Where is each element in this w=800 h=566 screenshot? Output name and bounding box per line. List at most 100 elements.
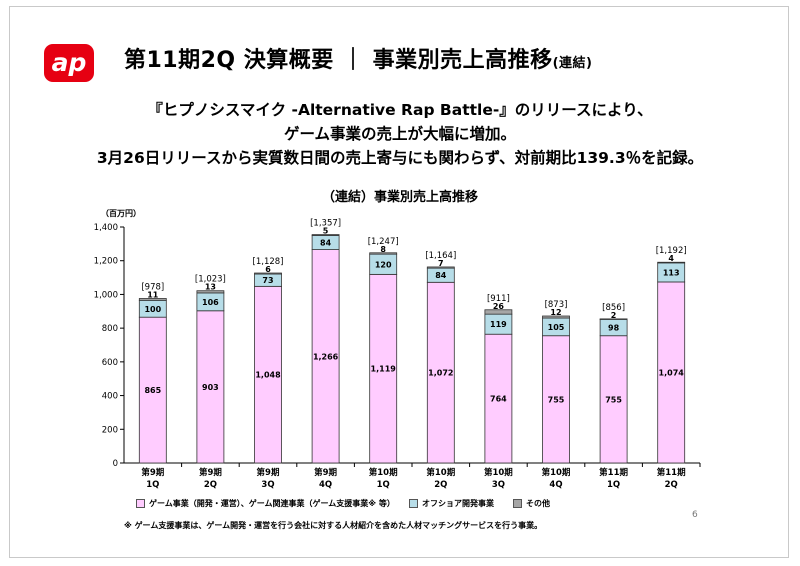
data-label: 4 (668, 254, 674, 263)
x-tick-label: 2Q (204, 480, 217, 490)
total-label: [1,023] (195, 275, 226, 285)
x-tick-label: 第10期 (426, 467, 455, 478)
y-tick-label: 400 (102, 392, 118, 402)
bar-segment (484, 333, 513, 464)
y-tick-label: 600 (102, 358, 118, 368)
bar-segment (599, 335, 628, 464)
data-label: 106 (202, 298, 219, 307)
chart-unit-label: （百万円） (101, 209, 141, 218)
data-label: 120 (375, 260, 392, 269)
x-tick-label: 第11期 (599, 467, 628, 478)
x-tick-label: 4Q (549, 480, 562, 490)
y-tick-label: 1,400 (94, 223, 118, 233)
data-label: 11 (147, 290, 159, 299)
description-line: ゲーム事業の売上が大幅に増加。 (283, 125, 517, 143)
x-tick-label: 第10期 (369, 467, 398, 478)
data-label: 5 (323, 227, 329, 236)
legend-label-game: ゲーム事業（開発・運営）、ゲーム関連事業（ゲーム支援事業※ 等） (149, 499, 395, 508)
y-tick-label: 1,200 (94, 257, 118, 267)
total-label: [1,128] (253, 257, 284, 267)
page-title-main: 第11期2Q 決算概要 ｜ 事業別売上高推移 (124, 48, 553, 73)
data-label: 764 (490, 395, 507, 404)
bar-segment (196, 310, 225, 464)
x-tick-label: 3Q (492, 480, 505, 490)
x-tick-label: 第10期 (484, 467, 513, 478)
x-tick-label: 第10期 (542, 467, 571, 478)
legend-swatch-game (136, 499, 145, 508)
legend-swatch-other (513, 499, 522, 508)
data-label: 84 (435, 271, 447, 280)
data-label: 865 (144, 386, 161, 395)
x-tick-label: 1Q (607, 480, 620, 490)
data-label: 755 (548, 395, 565, 404)
description: 『ヒプノシスマイク -Alternative Rap Battle-』のリリース… (0, 98, 800, 170)
data-label: 113 (663, 268, 680, 277)
legend-item-offshore: オフショア開発事業 (409, 498, 494, 509)
data-label: 12 (550, 308, 561, 317)
description-line: 3月26日リリースから実質数日間の売上寄与にも関わらず、対前期比139.3％を記… (96, 149, 704, 167)
total-label: [1,357] (310, 219, 341, 229)
data-label: 1,119 (371, 365, 397, 374)
data-label: 2 (611, 311, 617, 320)
x-tick-label: 第9期 (257, 467, 280, 478)
x-tick-label: 2Q (665, 480, 678, 490)
bar-segment (426, 266, 455, 269)
bar-segment (542, 315, 570, 319)
bar-segment (254, 272, 282, 275)
total-label: [1,247] (368, 237, 399, 247)
data-label: 105 (548, 323, 565, 332)
data-label: 73 (262, 276, 273, 285)
legend-item-other: その他 (513, 498, 550, 509)
bar-segment (138, 316, 167, 464)
legend-swatch-offshore (409, 499, 418, 508)
bar-segment (369, 252, 398, 255)
data-label: 98 (608, 323, 620, 332)
data-label: 755 (605, 395, 622, 404)
bar-segment (657, 261, 686, 264)
data-label: 84 (320, 239, 332, 248)
bar-segment (254, 285, 282, 464)
y-tick-label: 1,000 (94, 290, 118, 300)
x-tick-label: 1Q (377, 480, 390, 490)
x-tick-label: 1Q (146, 480, 159, 490)
footnote: ※ ゲーム支援事業は、ゲーム開発・運営を行う会社に対する人材紹介を含めた人材マッ… (124, 521, 543, 530)
x-tick-label: 第11期 (657, 467, 686, 478)
company-logo: ap (44, 44, 94, 82)
description-line: 『ヒプノシスマイク -Alternative Rap Battle-』のリリース… (147, 101, 653, 119)
data-label: 903 (202, 383, 219, 392)
data-label: 6 (265, 265, 271, 274)
data-label: 1,048 (255, 371, 281, 380)
data-label: 26 (493, 302, 505, 311)
x-tick-label: 3Q (261, 480, 274, 490)
data-label: 100 (144, 305, 161, 314)
bar-segment (599, 318, 628, 320)
x-tick-label: 4Q (319, 480, 332, 490)
data-label: 7 (438, 259, 444, 268)
chart-title: （連結）事業別売上高推移 (321, 190, 478, 205)
total-label: [856] (602, 303, 625, 313)
x-tick-label: 第9期 (141, 467, 164, 478)
legend-item-game: ゲーム事業（開発・運営）、ゲーム関連事業（ゲーム支援事業※ 等） (136, 498, 395, 509)
total-label: [911] (487, 294, 510, 304)
data-label: 1,072 (428, 369, 453, 378)
bar-segment (196, 290, 225, 294)
legend-label-offshore: オフショア開発事業 (422, 499, 494, 508)
logo-text: ap (52, 48, 87, 77)
page-number: 6 (692, 510, 698, 520)
total-label: [978] (141, 282, 164, 292)
bar-segment (138, 298, 167, 301)
data-label: 119 (490, 320, 507, 329)
data-label: 1,266 (313, 352, 339, 361)
total-label: [1,164] (425, 251, 456, 261)
legend-label-other: その他 (526, 499, 550, 508)
bar-segment (657, 281, 686, 464)
data-label: 1,074 (659, 368, 685, 377)
y-tick-label: 200 (102, 425, 118, 435)
page-title-suffix: (連結) (552, 56, 593, 71)
x-tick-label: 第9期 (199, 467, 222, 478)
data-label: 8 (380, 245, 386, 254)
bar-segment (369, 273, 398, 464)
bar-segment (484, 309, 513, 315)
data-label: 13 (205, 283, 216, 292)
